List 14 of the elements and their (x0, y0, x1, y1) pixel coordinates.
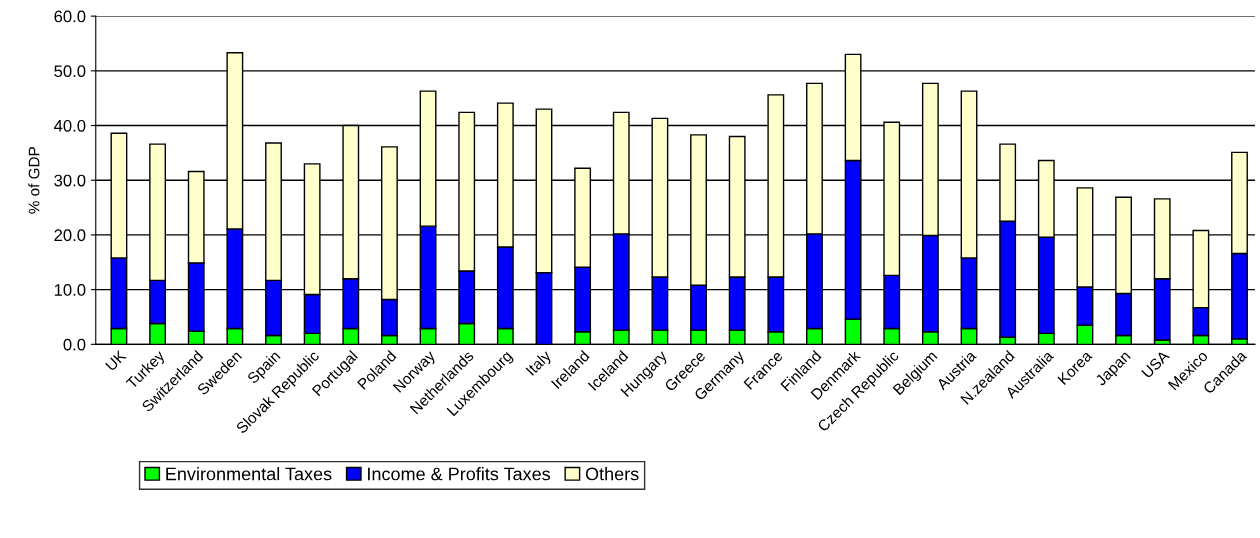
y-tick-label: 50.0 (54, 65, 86, 78)
x-tick-label: USA (1141, 349, 1171, 379)
legend-label: Income & Profits Taxes (368, 467, 551, 481)
y-tick-label: 20.0 (54, 229, 86, 242)
y-tick-label: 0.0 (63, 338, 86, 351)
y-tick-label: 10.0 (54, 284, 86, 296)
y-axis-title: % of GDP (28, 147, 40, 214)
y-tick-label: 40.0 (53, 119, 86, 132)
y-tick-label: 30.0 (54, 174, 86, 187)
legend-label: Others (585, 467, 639, 481)
legend-label: Environmental Taxes (166, 467, 332, 481)
y-tick-label: 60.0 (54, 10, 86, 23)
x-tick-label: Italy (525, 349, 555, 379)
x-tick-label: UK (105, 349, 127, 372)
